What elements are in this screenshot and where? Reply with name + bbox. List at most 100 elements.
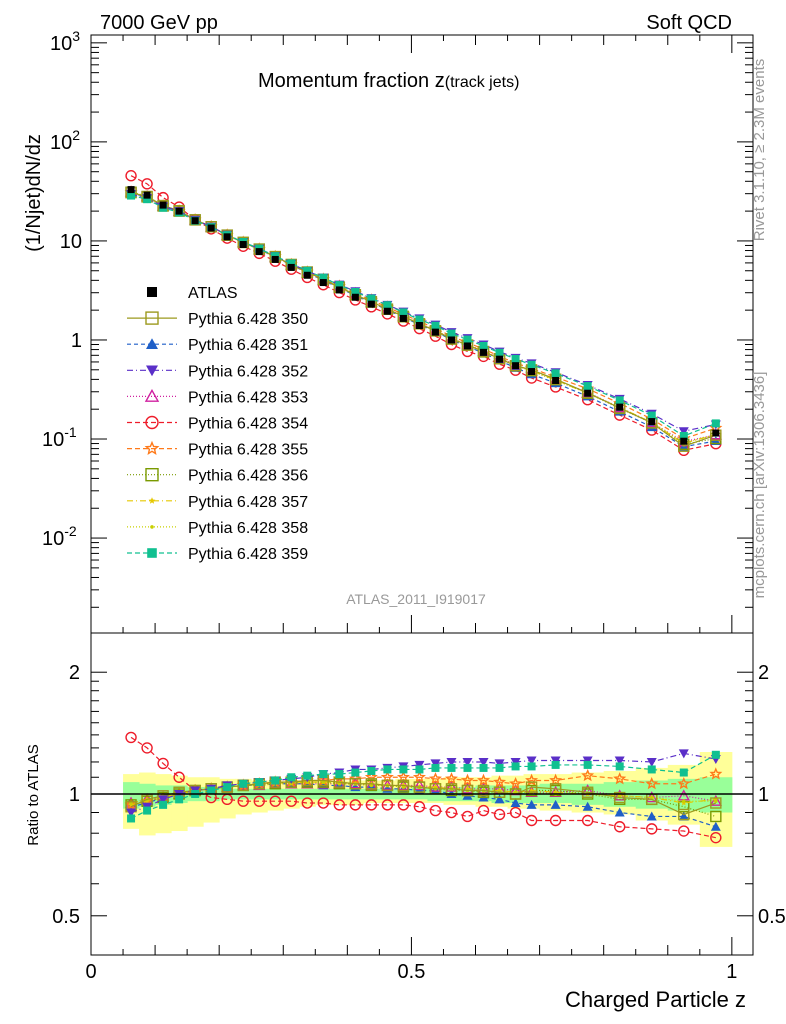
series-358-ratio-point bbox=[681, 799, 686, 803]
series-359-main-point bbox=[303, 266, 312, 275]
series-350-ratio-point bbox=[381, 779, 394, 792]
plot-title: Momentum fraction z(track jets) bbox=[258, 70, 519, 92]
legend-marker bbox=[147, 548, 157, 558]
series-353-ratio-point bbox=[477, 782, 490, 794]
series-359-ratio-point bbox=[367, 766, 376, 775]
series-359-ratio-point bbox=[159, 800, 168, 809]
atlas-data-point bbox=[496, 355, 504, 363]
series-359-ratio-point bbox=[399, 765, 408, 774]
series-355-ratio-point bbox=[493, 775, 507, 788]
atlas-data-point bbox=[159, 201, 167, 209]
series-354-ratio-point bbox=[301, 797, 313, 809]
series-352-ratio-point bbox=[678, 749, 689, 759]
series-354-ratio-point bbox=[413, 801, 426, 813]
series-359-ratio-point bbox=[207, 786, 216, 795]
series-354-ratio-point bbox=[477, 804, 490, 817]
series-359-main-point bbox=[335, 281, 344, 290]
series-359-main-point bbox=[479, 341, 488, 350]
series-359-main-point bbox=[615, 396, 624, 405]
series-353-ratio-point bbox=[461, 782, 474, 794]
series-359-ratio-point bbox=[223, 783, 232, 792]
ratio-tick-label-right: 0.5 bbox=[758, 906, 786, 928]
series-359-ratio-point bbox=[175, 795, 184, 804]
series-354-ratio-point bbox=[141, 742, 153, 754]
series-354-ratio-point bbox=[237, 795, 249, 807]
series-358-ratio-point bbox=[714, 799, 718, 803]
series-354-main-point bbox=[125, 170, 137, 182]
series-359-ratio-point bbox=[127, 814, 136, 823]
series-351-ratio-point bbox=[710, 821, 721, 831]
series-354-ratio-point bbox=[678, 825, 690, 837]
series-354-ratio-point bbox=[509, 806, 522, 819]
series-359-ratio-point bbox=[527, 762, 536, 771]
series-358-ratio-point bbox=[321, 780, 326, 784]
legend-marker bbox=[146, 365, 158, 377]
series-354-ratio-point bbox=[429, 804, 442, 817]
series-350-ratio-point bbox=[525, 781, 538, 793]
series-358-ratio-point bbox=[369, 783, 374, 788]
legend-entry: Pythia 6.428 352 bbox=[127, 363, 308, 380]
series-354-ratio-point bbox=[461, 810, 474, 823]
legend-marker bbox=[147, 287, 157, 297]
atlas-data-point bbox=[552, 376, 560, 384]
series-357-ratio-point bbox=[496, 787, 503, 793]
series-359-main-point bbox=[367, 294, 376, 303]
series-358-ratio-point bbox=[649, 795, 654, 800]
legend-marker bbox=[146, 338, 158, 349]
series-351-ratio-point bbox=[614, 807, 625, 817]
ratio-tick-label-left: 1 bbox=[69, 784, 80, 806]
atlas-data-point bbox=[415, 321, 423, 329]
series-354-ratio-point bbox=[317, 797, 330, 809]
plot-title-suffix: (track jets) bbox=[445, 74, 520, 91]
atlas-data-point bbox=[319, 279, 327, 287]
mcplots-label: mcplots.cern.ch [arXiv:1306.3436] bbox=[751, 372, 768, 599]
legend-label: Pythia 6.428 359 bbox=[188, 546, 308, 563]
series-359-ratio-point bbox=[615, 762, 624, 771]
series-354-ratio-point bbox=[125, 731, 137, 744]
series-359-main-point bbox=[551, 369, 560, 378]
atlas-data-point bbox=[335, 286, 343, 294]
y-tick-label-exponent: 2 bbox=[72, 127, 80, 143]
y-tick-label: 10-1 bbox=[42, 424, 77, 451]
atlas-data-point bbox=[127, 186, 135, 194]
atlas-data-point bbox=[191, 217, 199, 225]
series-355-ratio-point bbox=[396, 770, 410, 783]
series-359-ratio-point bbox=[383, 765, 392, 774]
series-350-ratio-point bbox=[461, 784, 474, 797]
series-351-ratio-point bbox=[582, 801, 593, 811]
y-tick-label-base: 1 bbox=[71, 330, 82, 352]
legend-entry: Pythia 6.428 357 bbox=[127, 494, 308, 511]
series-351-ratio-point bbox=[526, 799, 537, 809]
y-tick-label-base: 10 bbox=[42, 528, 64, 550]
series-356-ratio-point bbox=[710, 810, 722, 823]
series-354-ratio-point bbox=[493, 808, 506, 821]
series-352-ratio-point bbox=[478, 757, 489, 767]
legend-marker bbox=[145, 415, 159, 430]
series-350-ratio-point bbox=[614, 791, 626, 804]
series-359-main-point bbox=[527, 360, 536, 369]
y-tick-label: 1 bbox=[71, 330, 82, 352]
legend-marker bbox=[144, 388, 160, 402]
ratio-tick-label-left: 0.5 bbox=[52, 906, 80, 928]
series-359-ratio-point bbox=[647, 765, 656, 774]
series-352-ratio-point bbox=[526, 756, 537, 766]
series-354-ratio-point bbox=[157, 757, 169, 770]
series-359-main-point bbox=[711, 419, 720, 428]
atlas-data-point bbox=[239, 241, 247, 249]
series-359-main-point bbox=[383, 301, 392, 310]
atlas-data-point bbox=[223, 233, 231, 241]
series-354-ratio-point bbox=[285, 795, 297, 807]
series-354-ratio-point bbox=[581, 814, 594, 827]
ratio-y-axis-label: Ratio to ATLAS bbox=[25, 744, 42, 845]
legend-label: Pythia 6.428 350 bbox=[188, 311, 308, 328]
legend-entry: Pythia 6.428 350 bbox=[127, 311, 308, 328]
series-354-ratio-point bbox=[365, 799, 378, 811]
legend-marker bbox=[150, 525, 154, 529]
x-tick-label: 1 bbox=[726, 961, 737, 983]
series-359-main-point bbox=[319, 273, 328, 282]
y-tick-label-base: 10 bbox=[60, 231, 82, 253]
series-352-ratio-point bbox=[614, 756, 625, 766]
series-351-ratio-point bbox=[494, 794, 505, 804]
series-359-main-point bbox=[287, 259, 296, 268]
